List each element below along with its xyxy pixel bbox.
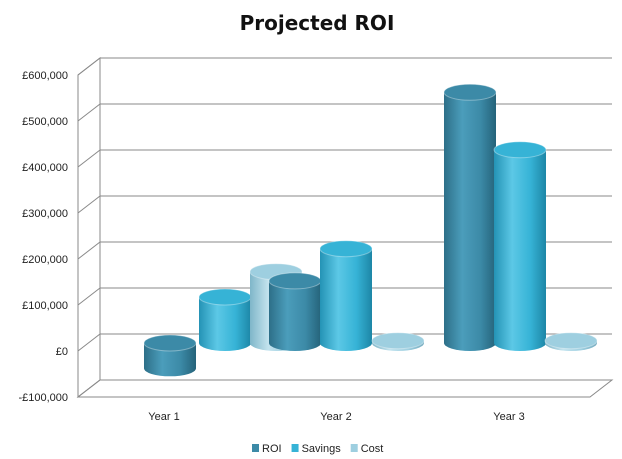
gridline: [77, 195, 612, 214]
x-tick-label: Year 2: [320, 411, 351, 423]
bar-savings-year-1: [198, 288, 252, 351]
y-tick-label: -£100,000: [18, 392, 68, 404]
legend-label: Savings: [302, 443, 342, 455]
bar-roi-year-1: [143, 334, 197, 377]
gridline: [77, 149, 612, 168]
legend-label: ROI: [262, 443, 282, 455]
y-axis-ticks: -£100,000 £0 £100,000 £200,000 £300,000 £400,…: [18, 70, 68, 404]
x-tick-label: Year 3: [493, 411, 524, 423]
gridline: [77, 287, 612, 306]
legend-swatch: [350, 444, 358, 452]
x-tick-label: Year 1: [148, 411, 179, 423]
y-tick-label: £100,000: [22, 300, 68, 312]
gridline: [77, 103, 612, 122]
bar-roi-year-3: [443, 83, 497, 352]
legend: ROI Savings Cost: [252, 443, 383, 455]
y-tick-label: £500,000: [22, 116, 68, 128]
bar-savings-year-3: [493, 141, 547, 351]
x-axis-ticks: Year 1 Year 2 Year 3: [148, 411, 524, 423]
y-tick-label: £300,000: [22, 208, 68, 220]
y-tick-label: £400,000: [22, 162, 68, 174]
y-tick-label: £200,000: [22, 254, 68, 266]
legend-swatch: [291, 444, 299, 452]
y-tick-label: £0: [56, 346, 68, 358]
gridline: [77, 57, 612, 76]
bars: [143, 83, 598, 377]
gridline: [77, 241, 612, 260]
side-wall: [77, 56, 101, 399]
bar-cost-year-2: [371, 332, 425, 351]
bar-savings-year-2: [319, 240, 373, 351]
gridline: [77, 333, 612, 352]
floor: [76, 379, 614, 398]
legend-swatch: [252, 444, 259, 452]
bar-cost-year-3: [544, 332, 598, 351]
bar-roi-year-2: [268, 272, 322, 351]
legend-label: Cost: [361, 443, 384, 455]
y-tick-label: £600,000: [22, 70, 68, 82]
gridlines: [76, 56, 614, 399]
chart-title: Projected ROI: [240, 11, 395, 35]
gridline: [77, 379, 612, 398]
